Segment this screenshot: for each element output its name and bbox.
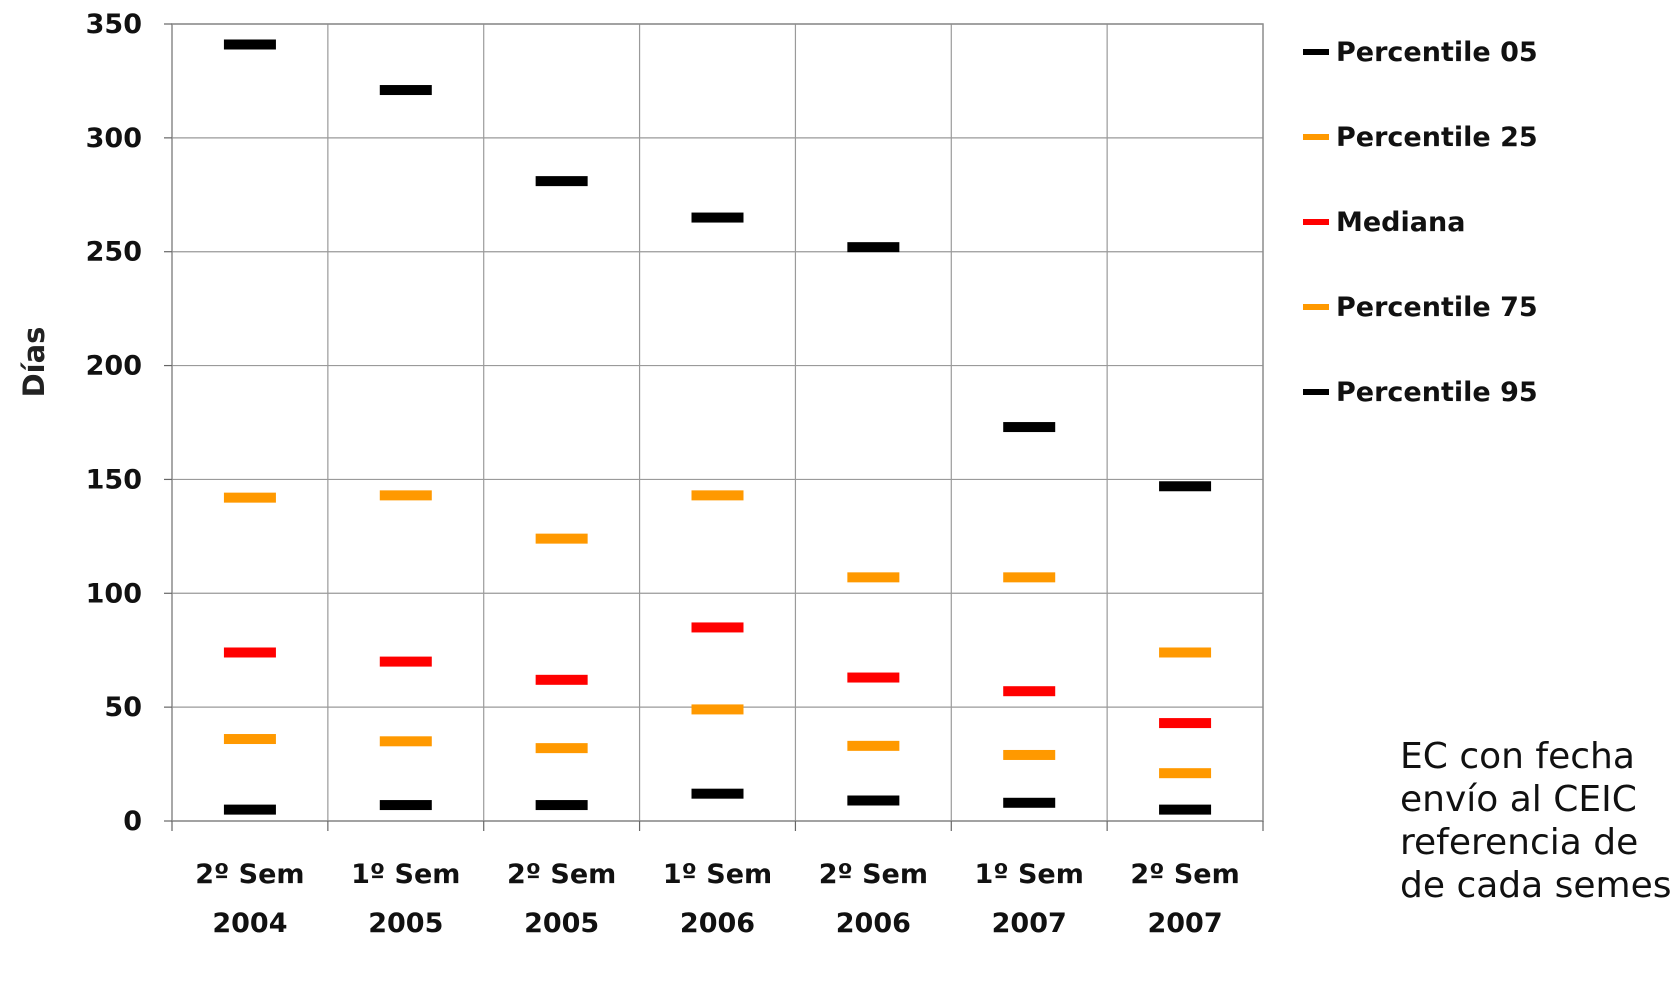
data-point-marker — [535, 743, 588, 754]
data-point-marker — [847, 740, 900, 751]
legend-label: Percentile 95 — [1336, 377, 1538, 408]
data-point-marker — [1159, 718, 1212, 729]
x-tick-label: 1º Sem — [663, 859, 772, 890]
note-line: EC con fecha — [1400, 736, 1635, 777]
data-point-marker — [1159, 768, 1212, 779]
x-tick-label: 2005 — [524, 908, 599, 939]
data-point-marker — [535, 176, 588, 187]
y-tick-label: 350 — [86, 9, 142, 40]
legend-label: Percentile 25 — [1336, 122, 1538, 153]
x-tick-label: 2007 — [992, 908, 1067, 939]
legend-label: Percentile 75 — [1336, 292, 1538, 323]
data-point-marker — [379, 656, 432, 667]
data-point-marker — [691, 788, 744, 799]
note-line: envío al CEIC — [1400, 779, 1637, 820]
y-tick-label: 0 — [123, 806, 142, 837]
x-tick-label: 2007 — [1147, 908, 1222, 939]
data-point-marker — [1159, 804, 1212, 815]
x-tick-label: 2º Sem — [819, 859, 928, 890]
y-tick-label: 200 — [86, 351, 142, 382]
data-point-marker — [691, 704, 744, 715]
y-tick-label: 300 — [86, 123, 142, 154]
x-tick-label: 1º Sem — [351, 859, 460, 890]
data-point-marker — [847, 242, 900, 253]
y-tick-label: 250 — [86, 237, 142, 268]
x-tick-label: 2005 — [368, 908, 443, 939]
y-tick-label: 150 — [86, 464, 142, 495]
data-point-marker — [223, 734, 276, 745]
plot-area — [171, 23, 1264, 822]
data-point-marker — [691, 622, 744, 633]
data-point-marker — [379, 736, 432, 747]
x-tick-label: 2006 — [680, 908, 755, 939]
data-point-marker — [847, 572, 900, 583]
legend-swatch — [1303, 389, 1329, 395]
data-point-marker — [1003, 572, 1056, 583]
legend-swatch — [1303, 304, 1329, 310]
data-point-marker — [1003, 422, 1056, 433]
data-point-marker — [535, 800, 588, 811]
data-point-marker — [223, 39, 276, 50]
data-point-marker — [847, 672, 900, 683]
data-point-marker — [379, 800, 432, 811]
data-point-marker — [1003, 797, 1056, 808]
legend-label: Mediana — [1336, 207, 1465, 238]
x-tick-label: 2004 — [212, 908, 287, 939]
data-point-marker — [379, 490, 432, 501]
axes: 0 50 100 150 200 250 300 350 2º Sem 2004 1º Sem 200… — [86, 9, 1264, 939]
data-point-marker — [1003, 749, 1056, 760]
data-point-marker — [1159, 481, 1212, 492]
data-point-marker — [223, 804, 276, 815]
data-point-marker — [691, 490, 744, 501]
grid — [172, 23, 1263, 822]
data-marks — [223, 39, 1212, 815]
data-point-marker — [535, 674, 588, 685]
note-line: de cada semes — [1400, 865, 1672, 906]
annotation-note: EC con fecha envío al CEIC referencia de… — [1400, 735, 1675, 907]
legend-label: Percentile 05 — [1336, 37, 1538, 68]
legend-swatch — [1303, 49, 1329, 55]
data-point-marker — [847, 795, 900, 806]
x-tick-label: 2º Sem — [1130, 859, 1239, 890]
y-tick-label: 100 — [86, 578, 142, 609]
y-tick-label: 50 — [104, 692, 142, 723]
x-tick-label: 2006 — [836, 908, 911, 939]
x-tick-label: 2º Sem — [507, 859, 616, 890]
data-point-marker — [223, 647, 276, 658]
data-point-marker — [1159, 647, 1212, 658]
legend-swatch — [1303, 134, 1329, 140]
x-tick-label: 1º Sem — [975, 859, 1084, 890]
data-point-marker — [379, 85, 432, 96]
data-point-marker — [1003, 686, 1056, 697]
note-line: referencia de — [1400, 822, 1639, 863]
legend-swatch — [1303, 219, 1329, 225]
legend: Percentile 05 Percentile 25 Mediana Percent… — [1303, 37, 1538, 408]
x-tick-label: 2º Sem — [195, 859, 304, 890]
y-axis-title: Días — [17, 327, 51, 398]
data-point-marker — [691, 212, 744, 223]
data-point-marker — [535, 533, 588, 544]
data-point-marker — [223, 492, 276, 503]
